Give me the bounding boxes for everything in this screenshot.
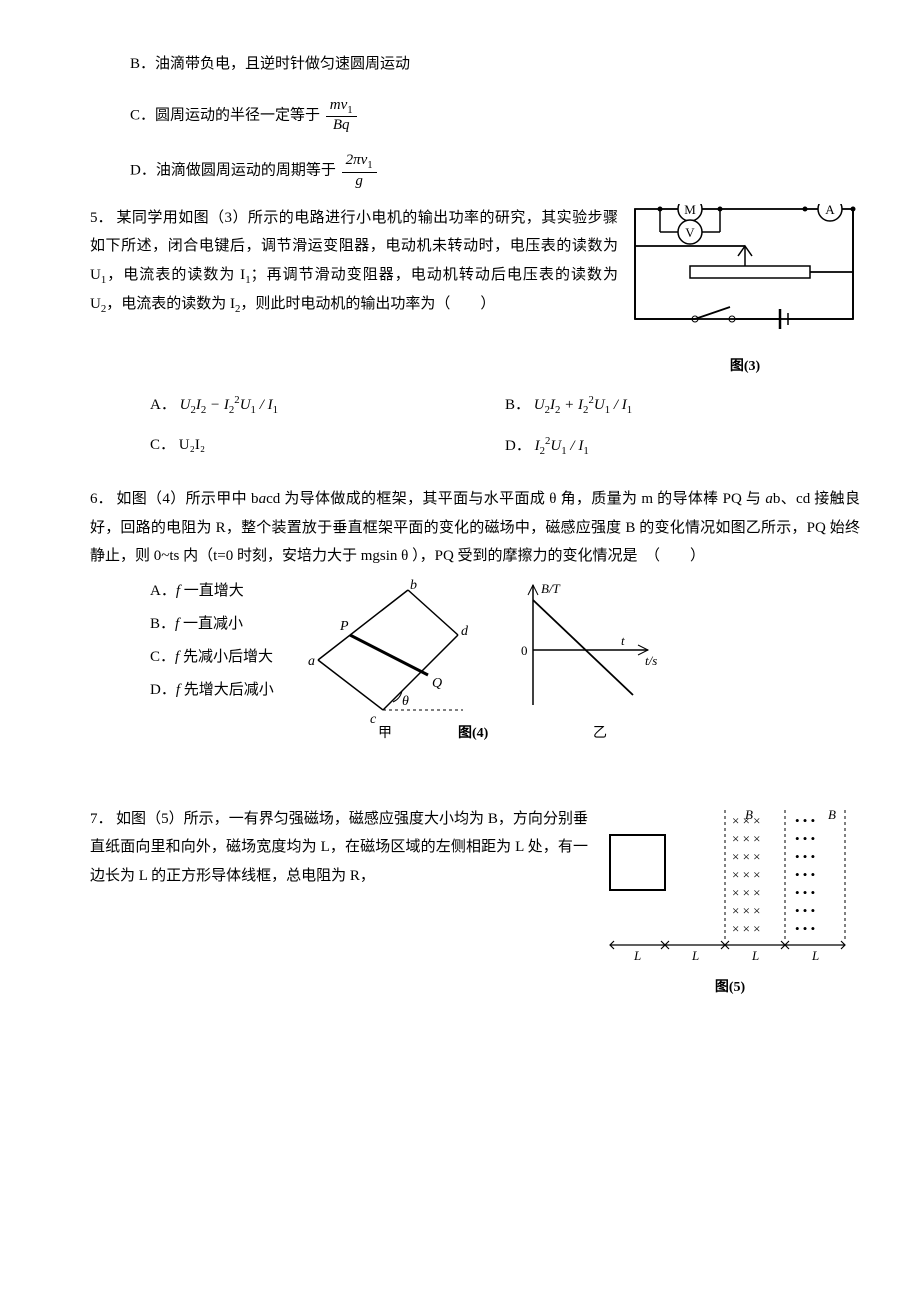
svg-text:L: L: [811, 948, 819, 963]
svg-text:L: L: [751, 948, 759, 963]
svg-text:× × ×: × × ×: [732, 849, 761, 864]
svg-text:• • •: • • •: [795, 813, 815, 828]
figure-3: M A V: [630, 204, 860, 381]
q4-optC-prefix: C．圆周运动的半径一定等于: [130, 107, 320, 123]
svg-text:θ: θ: [402, 694, 409, 709]
svg-text:t: t: [621, 633, 625, 648]
q4-option-b: B．油滴带负电，且逆时针做匀速圆周运动: [130, 50, 860, 79]
svg-text:B: B: [745, 807, 753, 822]
question-7: × × × × × × × × × × × × × × × × × × × × …: [90, 805, 860, 1002]
q5-options-row2: C． U₂I₂ D． I22U1 / I1: [150, 431, 860, 462]
svg-text:• • •: • • •: [795, 867, 815, 882]
svg-text:• • •: • • •: [795, 903, 815, 918]
q5-option-d: D． I22U1 / I1: [505, 431, 860, 462]
q5-optD-math: I22U1 / I1: [535, 438, 589, 454]
q6-option-a: A．f 一直增大: [150, 575, 274, 608]
circuit-diagram-icon: M A V: [630, 204, 860, 354]
q5-option-c: C． U₂I₂: [150, 431, 505, 462]
q5-options-row1: A． U2I2 − I22U1 / I1 B． U2I2 + I22U1 / I…: [150, 390, 860, 421]
svg-text:B/T: B/T: [541, 581, 561, 596]
svg-text:L: L: [691, 948, 699, 963]
q4-option-c: C．圆周运动的半径一定等于 mv1 Bq: [130, 97, 860, 135]
q4-option-d: D．油滴做圆周运动的周期等于 2πv1 g: [130, 152, 860, 190]
figure-4: a b c d P Q θ 甲 图(4): [298, 575, 860, 745]
svg-text:B: B: [828, 807, 836, 822]
svg-text:• • •: • • •: [795, 831, 815, 846]
svg-text:t/s: t/s: [645, 653, 657, 668]
svg-text:c: c: [370, 712, 377, 727]
svg-text:d: d: [461, 624, 469, 639]
svg-text:× × ×: × × ×: [732, 903, 761, 918]
svg-text:× × ×: × × ×: [732, 921, 761, 936]
q5-optC-math: U₂I₂: [179, 437, 205, 453]
q5-num: 5．: [90, 204, 116, 233]
svg-text:• • •: • • •: [795, 921, 815, 936]
q5-option-b: B． U2I2 + I22U1 / I1: [505, 390, 860, 421]
q4-optC-fraction: mv1 Bq: [326, 97, 357, 135]
question-6: 6．如图（4）所示甲中 bacd 为导体做成的框架，其平面与水平面成 θ 角，质…: [90, 485, 860, 745]
q6-option-d: D．f 先增大后减小: [150, 674, 274, 707]
frame-and-graph-icon: a b c d P Q θ 甲 图(4): [298, 575, 658, 745]
q5-optB-math: U2I2 + I22U1 / I1: [534, 397, 632, 413]
svg-text:A: A: [825, 204, 835, 217]
svg-text:• • •: • • •: [795, 885, 815, 900]
svg-text:M: M: [684, 204, 696, 217]
svg-text:乙: 乙: [593, 725, 607, 741]
q6-num: 6．: [90, 485, 116, 514]
svg-text:× × ×: × × ×: [732, 831, 761, 846]
svg-text:V: V: [685, 225, 695, 240]
svg-text:P: P: [339, 619, 349, 634]
svg-text:• • •: • • •: [795, 849, 815, 864]
q6-option-b: B．f 一直减小: [150, 608, 274, 641]
svg-text:Q: Q: [432, 676, 442, 691]
q7-text: 如图（5）所示，一有界匀强磁场，磁感应强度大小均为 B，方向分别垂直纸面向里和向…: [90, 811, 588, 884]
figure-5: × × × × × × × × × × × × × × × × × × × × …: [600, 805, 860, 1002]
q6-options: A．f 一直增大 B．f 一直减小 C．f 先减小后增大 D．f 先增大后减小: [150, 575, 274, 707]
svg-text:L: L: [633, 948, 641, 963]
svg-text:甲: 甲: [378, 726, 392, 741]
q4-optD-fraction: 2πv1 g: [342, 152, 377, 190]
svg-text:a: a: [308, 654, 315, 669]
q4-optD-prefix: D．油滴做圆周运动的周期等于: [130, 162, 336, 178]
svg-text:0: 0: [521, 643, 528, 658]
field-regions-icon: × × × × × × × × × × × × × × × × × × × × …: [600, 805, 860, 975]
svg-text:× × ×: × × ×: [732, 885, 761, 900]
question-5: M A V: [90, 204, 860, 472]
q6-option-c: C．f 先减小后增大: [150, 641, 274, 674]
svg-text:b: b: [410, 578, 417, 593]
q5-option-a: A． U2I2 − I22U1 / I1: [150, 390, 505, 421]
svg-text:图(4): 图(4): [458, 725, 489, 741]
svg-text:× × ×: × × ×: [732, 867, 761, 882]
figure-5-label: 图(5): [600, 975, 860, 1002]
q5-optA-math: U2I2 − I22U1 / I1: [180, 397, 278, 413]
figure-3-label: 图(3): [630, 354, 860, 381]
q4-optB-text: B．油滴带负电，且逆时针做匀速圆周运动: [130, 56, 410, 72]
q7-num: 7．: [90, 805, 116, 834]
